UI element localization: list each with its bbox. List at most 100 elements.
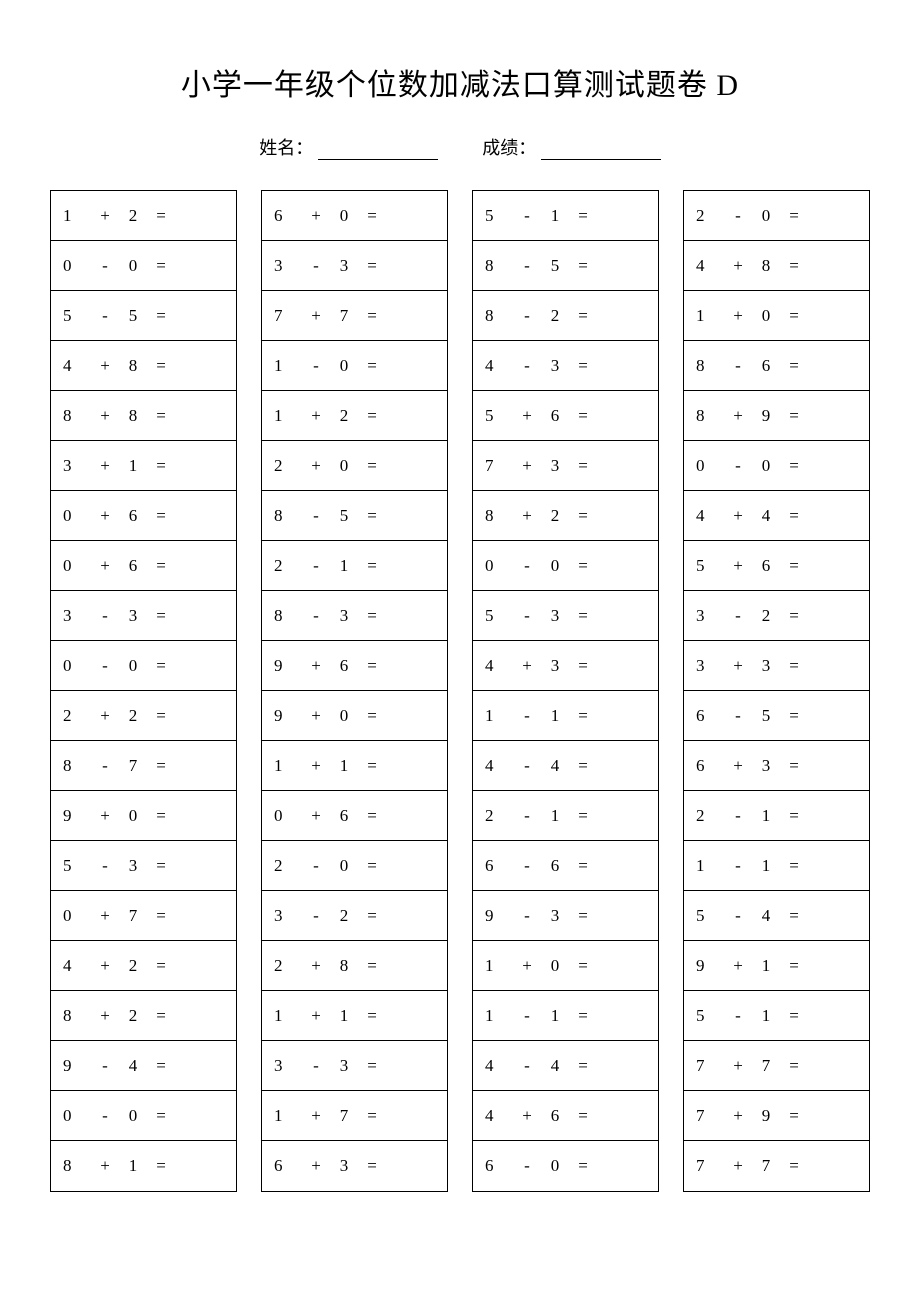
operand-a: 2 bbox=[696, 206, 724, 226]
operator: - bbox=[302, 856, 330, 876]
operand-a: 0 bbox=[63, 256, 91, 276]
problem-row: 0-0= bbox=[51, 641, 236, 691]
operand-a: 8 bbox=[696, 406, 724, 426]
operand-a: 7 bbox=[696, 1106, 724, 1126]
operand-b: 4 bbox=[541, 756, 569, 776]
operand-a: 2 bbox=[63, 706, 91, 726]
operand-a: 8 bbox=[485, 256, 513, 276]
operand-a: 8 bbox=[63, 756, 91, 776]
equals-sign: = bbox=[358, 1006, 386, 1026]
operand-a: 9 bbox=[274, 706, 302, 726]
equals-sign: = bbox=[569, 906, 597, 926]
operand-b: 3 bbox=[330, 606, 358, 626]
operator: - bbox=[91, 656, 119, 676]
operand-a: 5 bbox=[63, 856, 91, 876]
operand-b: 1 bbox=[330, 556, 358, 576]
operator: + bbox=[302, 406, 330, 426]
operand-a: 4 bbox=[485, 1056, 513, 1076]
operand-a: 9 bbox=[63, 806, 91, 826]
operand-a: 4 bbox=[485, 656, 513, 676]
operand-b: 0 bbox=[752, 456, 780, 476]
problem-row: 5+6= bbox=[684, 541, 869, 591]
equals-sign: = bbox=[147, 1106, 175, 1126]
operand-a: 1 bbox=[485, 706, 513, 726]
equals-sign: = bbox=[147, 206, 175, 226]
problem-row: 5-3= bbox=[473, 591, 658, 641]
problem-row: 1+7= bbox=[262, 1091, 447, 1141]
equals-sign: = bbox=[358, 756, 386, 776]
equals-sign: = bbox=[147, 606, 175, 626]
equals-sign: = bbox=[569, 456, 597, 476]
problem-row: 8+8= bbox=[51, 391, 236, 441]
problem-row: 3-2= bbox=[684, 591, 869, 641]
operand-a: 7 bbox=[696, 1156, 724, 1176]
operator: - bbox=[513, 706, 541, 726]
problem-row: 3-2= bbox=[262, 891, 447, 941]
operator: + bbox=[513, 1106, 541, 1126]
problem-row: 6-0= bbox=[473, 1141, 658, 1191]
operator: + bbox=[91, 406, 119, 426]
equals-sign: = bbox=[147, 356, 175, 376]
score-label: 成绩： bbox=[482, 134, 536, 160]
operator: + bbox=[724, 1156, 752, 1176]
operand-a: 0 bbox=[696, 456, 724, 476]
operand-b: 1 bbox=[541, 806, 569, 826]
operand-b: 0 bbox=[541, 556, 569, 576]
operator: - bbox=[302, 1056, 330, 1076]
operand-a: 2 bbox=[274, 956, 302, 976]
operand-b: 0 bbox=[330, 456, 358, 476]
operand-a: 6 bbox=[274, 206, 302, 226]
name-blank[interactable] bbox=[318, 142, 438, 160]
operator: + bbox=[91, 806, 119, 826]
problem-row: 0+7= bbox=[51, 891, 236, 941]
operand-a: 1 bbox=[274, 406, 302, 426]
equals-sign: = bbox=[569, 806, 597, 826]
operator: - bbox=[91, 606, 119, 626]
page-title: 小学一年级个位数加减法口算测试题卷 D bbox=[50, 60, 870, 104]
equals-sign: = bbox=[147, 956, 175, 976]
operator: - bbox=[91, 306, 119, 326]
operand-b: 5 bbox=[752, 706, 780, 726]
operator: + bbox=[91, 1006, 119, 1026]
score-blank[interactable] bbox=[541, 142, 661, 160]
operand-b: 6 bbox=[330, 656, 358, 676]
operator: + bbox=[302, 806, 330, 826]
problem-row: 3-3= bbox=[262, 1041, 447, 1091]
operator: - bbox=[724, 206, 752, 226]
problem-row: 8-6= bbox=[684, 341, 869, 391]
operand-a: 3 bbox=[63, 456, 91, 476]
problem-row: 8-5= bbox=[262, 491, 447, 541]
equals-sign: = bbox=[358, 556, 386, 576]
operator: - bbox=[724, 456, 752, 476]
operator: + bbox=[91, 206, 119, 226]
problem-row: 1-1= bbox=[684, 841, 869, 891]
operand-a: 7 bbox=[485, 456, 513, 476]
operator: + bbox=[724, 506, 752, 526]
problem-row: 4+4= bbox=[684, 491, 869, 541]
operand-b: 0 bbox=[541, 956, 569, 976]
operand-b: 8 bbox=[119, 356, 147, 376]
problem-row: 1-0= bbox=[262, 341, 447, 391]
problem-column: 6+0=3-3=7+7=1-0=1+2=2+0=8-5=2-1=8-3=9+6=… bbox=[261, 190, 448, 1192]
operator: - bbox=[513, 906, 541, 926]
operator: + bbox=[724, 656, 752, 676]
operand-a: 8 bbox=[63, 406, 91, 426]
operator: + bbox=[302, 956, 330, 976]
equals-sign: = bbox=[147, 906, 175, 926]
operator: + bbox=[724, 306, 752, 326]
operator: + bbox=[724, 1106, 752, 1126]
equals-sign: = bbox=[358, 656, 386, 676]
operand-a: 4 bbox=[63, 356, 91, 376]
operand-a: 7 bbox=[274, 306, 302, 326]
operand-a: 3 bbox=[63, 606, 91, 626]
equals-sign: = bbox=[569, 1006, 597, 1026]
operand-a: 2 bbox=[274, 556, 302, 576]
operator: - bbox=[302, 606, 330, 626]
problem-column: 1+2=0-0=5-5=4+8=8+8=3+1=0+6=0+6=3-3=0-0=… bbox=[50, 190, 237, 1192]
operator: + bbox=[91, 906, 119, 926]
equals-sign: = bbox=[358, 1106, 386, 1126]
problem-row: 2+8= bbox=[262, 941, 447, 991]
problem-row: 6+0= bbox=[262, 191, 447, 241]
problem-row: 1+1= bbox=[262, 741, 447, 791]
operator: + bbox=[513, 956, 541, 976]
